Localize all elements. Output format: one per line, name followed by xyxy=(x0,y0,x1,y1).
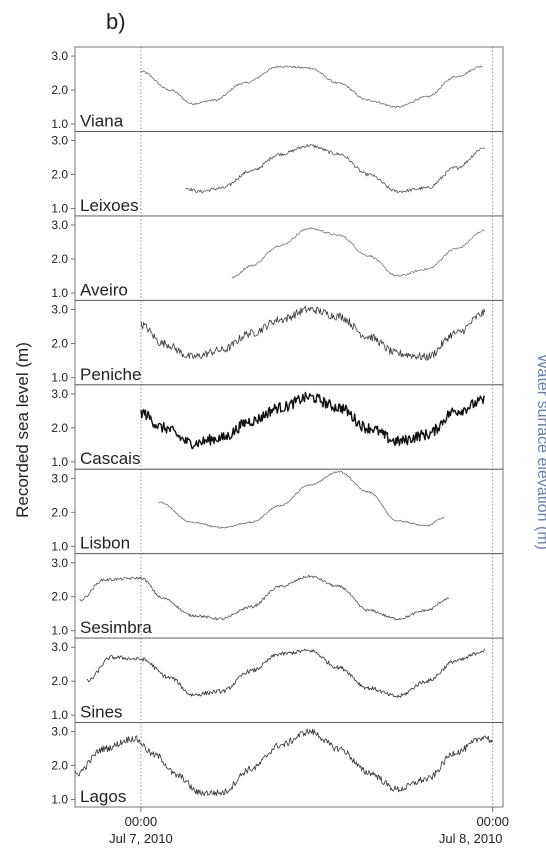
station-label: Peniche xyxy=(80,365,141,384)
station-label: Lisbon xyxy=(80,534,130,553)
series-line-aveiro xyxy=(231,227,486,279)
panel-lisbon: 1.0 2.0 3.0 Lisbon xyxy=(51,468,504,555)
panel-aveiro: 1.0 2.0 3.0 Aveiro xyxy=(51,215,504,301)
y-tick-label: 2.0 xyxy=(51,590,68,604)
station-label: Viana xyxy=(80,111,124,130)
y-tick-label: 3.0 xyxy=(51,725,68,739)
series-line-leixoes xyxy=(184,144,485,194)
y-tick-label: 2.0 xyxy=(51,168,68,182)
y-tick-label: 3.0 xyxy=(51,556,68,570)
panel-frame xyxy=(74,215,504,301)
station-label: Cascais xyxy=(80,449,140,468)
panel-viana: 1.0 2.0 3.0 Viana xyxy=(51,46,504,132)
series-line-lisbon xyxy=(158,471,445,529)
series-line-sesimbra xyxy=(79,574,449,621)
series-line-peniche xyxy=(140,305,486,361)
y-tick-label: 3.0 xyxy=(51,49,68,63)
x-tick-date: Jul 8, 2010 xyxy=(439,831,503,846)
y-tick-label: 2.0 xyxy=(51,674,68,688)
y-tick-label: 2.0 xyxy=(51,83,68,97)
series-line-viana xyxy=(140,65,483,109)
panel-frame xyxy=(74,131,504,217)
panel-peniche: 1.0 2.0 3.0 Peniche xyxy=(51,299,504,386)
y-tick-label: 1.0 xyxy=(51,286,68,300)
y-tick-label: 3.0 xyxy=(51,302,68,316)
y-tick-label: 3.0 xyxy=(51,134,68,148)
panel-frame xyxy=(74,637,504,723)
station-label: Sines xyxy=(80,703,123,722)
y-tick-label: 2.0 xyxy=(51,336,68,350)
y-tick-label: 3.0 xyxy=(51,471,68,485)
x-axis: 00:00 Jul 7, 2010 00:00 Jul 8, 2010 xyxy=(109,807,509,846)
panel-cascais: 1.0 2.0 3.0 Cascais xyxy=(51,384,504,470)
y-tick-label: 1.0 xyxy=(51,455,68,469)
y-tick-label: 3.0 xyxy=(51,640,68,654)
y-tick-label: 1.0 xyxy=(51,624,68,638)
y-axis-label: Recorded sea level (m) xyxy=(13,342,32,518)
panel-sesimbra: 1.0 2.0 3.0 Sesimbra xyxy=(51,553,504,639)
panel-lagos: 1.0 2.0 3.0 Lagos xyxy=(51,722,504,808)
y-tick-label: 2.0 xyxy=(51,421,68,435)
panel-letter: b) xyxy=(106,9,126,34)
panels-group: 1.0 2.0 3.0 Viana 1.0 2.0 3.0 Leixoes 1.0 2.0 3.0 A… xyxy=(51,46,504,808)
series-line-sines xyxy=(86,648,486,698)
y-tick-label: 1.0 xyxy=(51,793,68,807)
y-tick-label: 1.0 xyxy=(51,117,68,131)
x-tick-date: Jul 7, 2010 xyxy=(109,831,173,846)
y-tick-label: 3.0 xyxy=(51,218,68,232)
panel-sines: 1.0 2.0 3.0 Sines xyxy=(51,637,504,723)
y-tick-label: 1.0 xyxy=(51,201,68,215)
series-line-lagos xyxy=(74,728,494,797)
x-tick-time: 00:00 xyxy=(476,814,509,829)
series-line-cascais xyxy=(140,391,486,450)
panel-frame xyxy=(74,722,504,808)
y-tick-label: 2.0 xyxy=(51,252,68,266)
station-label: Sesimbra xyxy=(80,618,152,637)
y-tick-label: 1.0 xyxy=(51,539,68,553)
panel-leixoes: 1.0 2.0 3.0 Leixoes xyxy=(51,131,504,217)
station-label: Lagos xyxy=(80,787,126,806)
y-tick-label: 1.0 xyxy=(51,708,68,722)
y-tick-label: 2.0 xyxy=(51,759,68,773)
y-axis-label-right: Water surface elevation (m) xyxy=(534,354,546,550)
y-tick-label: 1.0 xyxy=(51,370,68,384)
x-tick-time: 00:00 xyxy=(125,814,158,829)
panel-frame xyxy=(74,468,504,555)
y-tick-label: 2.0 xyxy=(51,505,68,519)
station-label: Aveiro xyxy=(80,280,128,299)
station-label: Leixoes xyxy=(80,196,139,215)
y-tick-label: 3.0 xyxy=(51,387,68,401)
